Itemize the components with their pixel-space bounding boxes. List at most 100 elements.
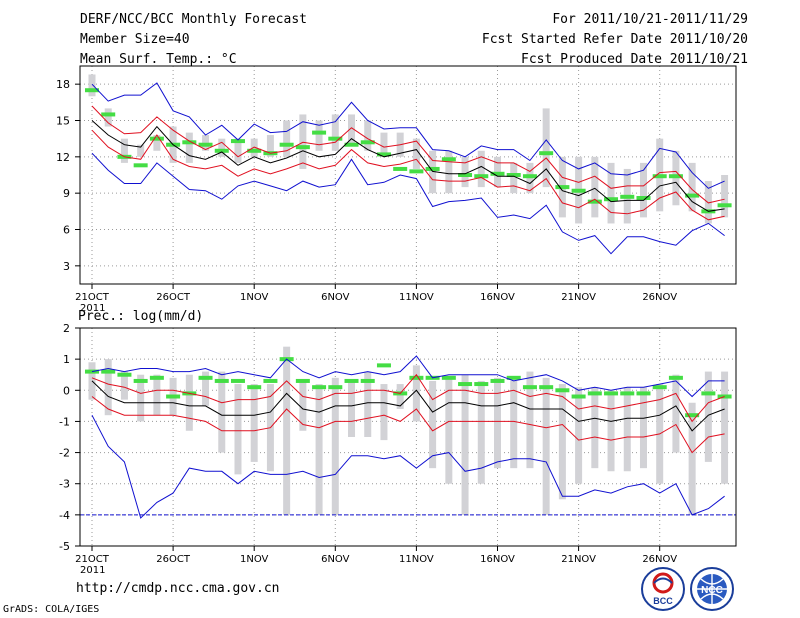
ncc-logo-icon: NCC xyxy=(690,567,734,611)
x-tick-label: 6NOV xyxy=(321,292,350,303)
panel-title: Prec.: log(mm/d) xyxy=(78,309,203,324)
median-bar xyxy=(344,142,359,147)
median-bar xyxy=(198,142,213,147)
median-bar xyxy=(636,196,651,201)
median-bar xyxy=(620,391,635,396)
spread-box xyxy=(315,384,323,515)
median-bar xyxy=(522,385,537,390)
x-tick-label: 26OCT xyxy=(156,292,191,303)
median-bar xyxy=(506,173,521,177)
spread-box xyxy=(542,377,550,515)
spread-box xyxy=(639,162,647,218)
spread-box xyxy=(623,387,631,472)
upper-line xyxy=(91,105,725,204)
min-line xyxy=(91,152,725,255)
median-bar xyxy=(279,142,294,147)
median-bar xyxy=(230,378,245,383)
spread-box xyxy=(218,371,226,453)
spread-box xyxy=(607,162,615,224)
median-bar xyxy=(490,171,505,176)
median-bar xyxy=(182,140,197,145)
median-bar xyxy=(85,88,99,93)
member-size: Member Size=40 xyxy=(80,32,190,47)
y-tick-label: -5 xyxy=(59,540,70,553)
spread-box xyxy=(315,120,323,151)
min-line xyxy=(91,414,725,519)
spread-box xyxy=(283,120,291,157)
spread-box xyxy=(591,387,599,469)
spread-box xyxy=(120,138,128,163)
spread-box xyxy=(153,135,161,151)
x-tick-label: 1NOV xyxy=(240,554,269,565)
median-bar xyxy=(376,363,391,368)
median-bar xyxy=(474,174,489,179)
grads-credit: GrADS: COLA/IGES xyxy=(3,604,100,615)
upper-line xyxy=(91,373,725,423)
spread-box xyxy=(202,371,210,406)
x-tick-label: 11NOV xyxy=(399,292,434,303)
y-tick-label: 2 xyxy=(63,322,70,335)
x-tick-label: 26NOV xyxy=(642,292,677,303)
x-tick-label: 11NOV xyxy=(399,554,434,565)
spread-box xyxy=(283,346,291,515)
x-tick-label: 16NOV xyxy=(480,554,515,565)
x-tick-label: 26NOV xyxy=(642,554,677,565)
spread-box xyxy=(412,138,420,169)
mean-line xyxy=(91,120,725,212)
median-bar xyxy=(133,378,148,383)
y-tick-label: 6 xyxy=(63,224,70,237)
spread-box xyxy=(331,114,339,151)
panel-temp: 21OCT 26OCT 1NOV 6NOV 11NOV 16NOV 21NOV 26NOV 20… xyxy=(56,65,737,314)
median-bar xyxy=(636,391,651,396)
median-bar xyxy=(717,203,732,208)
median-bar xyxy=(685,413,700,418)
median-bar xyxy=(571,188,586,193)
spread-box xyxy=(218,138,226,157)
spread-box xyxy=(185,132,193,163)
spread-box xyxy=(412,365,420,422)
y-tick-label: -4 xyxy=(59,509,70,522)
spread-box xyxy=(429,150,437,194)
median-bar xyxy=(247,148,262,153)
median-bar xyxy=(360,378,375,383)
median-bar xyxy=(652,385,667,390)
median-bar xyxy=(587,199,602,204)
max-line xyxy=(91,355,725,398)
median-bar xyxy=(149,375,164,380)
y-tick-label: 3 xyxy=(63,260,70,273)
spread-box xyxy=(461,156,469,188)
spread-box xyxy=(494,377,501,469)
median-bar xyxy=(490,378,505,383)
y-tick-label: 15 xyxy=(56,115,70,128)
median-bar xyxy=(328,136,343,141)
spread-box xyxy=(137,374,145,422)
median-bar xyxy=(587,391,602,396)
spread-box xyxy=(477,380,485,484)
median-bar xyxy=(555,388,570,393)
median-bar xyxy=(214,378,229,383)
median-bar xyxy=(458,382,473,387)
footer-url[interactable]: http://cmdp.ncc.cma.gov.cn xyxy=(76,581,280,596)
median-bar xyxy=(263,378,278,383)
plot-frame xyxy=(79,327,737,547)
y-tick-label: 0 xyxy=(63,384,70,397)
spread-box xyxy=(120,371,128,400)
y-tick-label: -1 xyxy=(59,415,70,428)
median-bar xyxy=(474,382,489,387)
median-bar xyxy=(620,194,635,199)
spread-box xyxy=(510,162,518,194)
spread-box xyxy=(299,114,307,169)
max-line xyxy=(91,82,725,189)
x-tick-label: 16NOV xyxy=(480,292,515,303)
spread-box xyxy=(591,156,599,218)
spread-box xyxy=(331,377,339,515)
y-tick-label: 18 xyxy=(56,78,70,91)
panel-prec: 21OCT 26OCT 1NOV 6NOV 11NOV 16NOV 21NOV 26NOV20… xyxy=(59,309,737,576)
spread-box xyxy=(688,162,696,212)
median-bar xyxy=(328,385,343,390)
y-tick-label: -2 xyxy=(59,447,70,460)
header-left: DERF/NCC/BCC Monthly Forecast Member Siz… xyxy=(80,12,307,72)
y-tick-label: 9 xyxy=(63,187,70,200)
chart-title: DERF/NCC/BCC Monthly Forecast xyxy=(80,12,307,27)
